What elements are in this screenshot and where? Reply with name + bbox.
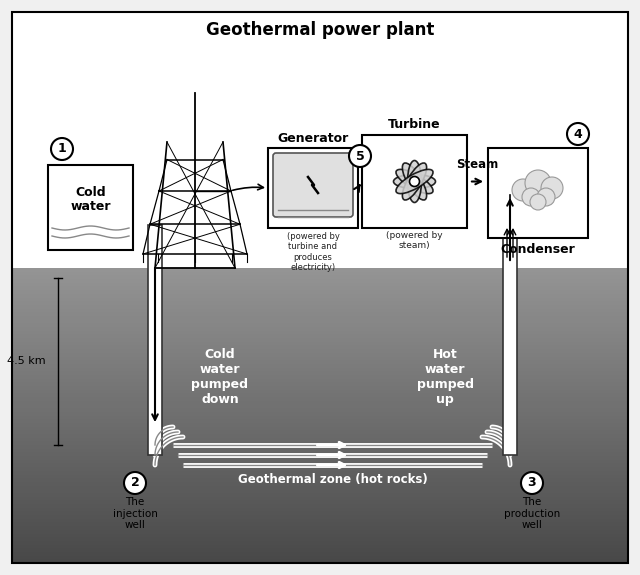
Circle shape xyxy=(541,177,563,199)
Text: Generator: Generator xyxy=(277,132,349,144)
Circle shape xyxy=(522,188,540,206)
Text: 4: 4 xyxy=(573,128,582,140)
Text: Hot
water
pumped
up: Hot water pumped up xyxy=(417,348,474,406)
Ellipse shape xyxy=(396,170,433,194)
Circle shape xyxy=(567,123,589,145)
Text: Cold
water
pumped
down: Cold water pumped down xyxy=(191,348,248,406)
Circle shape xyxy=(124,472,146,494)
Text: (powered by
steam): (powered by steam) xyxy=(386,231,443,250)
Text: Steam: Steam xyxy=(456,159,499,171)
Text: 1: 1 xyxy=(58,143,67,155)
Circle shape xyxy=(51,138,73,160)
Text: (powered by
turbine and
produces
electricity): (powered by turbine and produces electri… xyxy=(287,232,339,272)
Circle shape xyxy=(537,188,555,206)
Text: Geothermal zone (hot rocks): Geothermal zone (hot rocks) xyxy=(237,473,428,486)
Text: Condenser: Condenser xyxy=(500,243,575,256)
Ellipse shape xyxy=(394,174,435,189)
Ellipse shape xyxy=(396,170,433,194)
Circle shape xyxy=(521,472,543,494)
Text: 4.5 km: 4.5 km xyxy=(8,356,46,366)
Text: 2: 2 xyxy=(131,477,140,489)
Circle shape xyxy=(512,179,534,201)
Text: Cold
water: Cold water xyxy=(70,186,111,213)
FancyBboxPatch shape xyxy=(273,153,353,217)
Text: The
injection
well: The injection well xyxy=(113,497,157,530)
Text: Geothermal power plant: Geothermal power plant xyxy=(206,21,434,39)
Circle shape xyxy=(410,177,419,186)
Text: 3: 3 xyxy=(528,477,536,489)
Ellipse shape xyxy=(403,163,427,200)
Bar xyxy=(503,195,517,455)
Ellipse shape xyxy=(408,160,422,202)
Bar xyxy=(362,135,467,228)
Text: Turbine: Turbine xyxy=(388,118,441,132)
Ellipse shape xyxy=(403,163,427,200)
Bar xyxy=(488,148,588,238)
Text: The
production
well: The production well xyxy=(504,497,560,530)
Bar xyxy=(148,225,162,455)
Text: 5: 5 xyxy=(356,150,364,163)
Circle shape xyxy=(525,170,551,196)
Bar xyxy=(268,148,358,228)
Circle shape xyxy=(349,145,371,167)
Circle shape xyxy=(530,194,546,210)
Bar xyxy=(48,165,133,250)
